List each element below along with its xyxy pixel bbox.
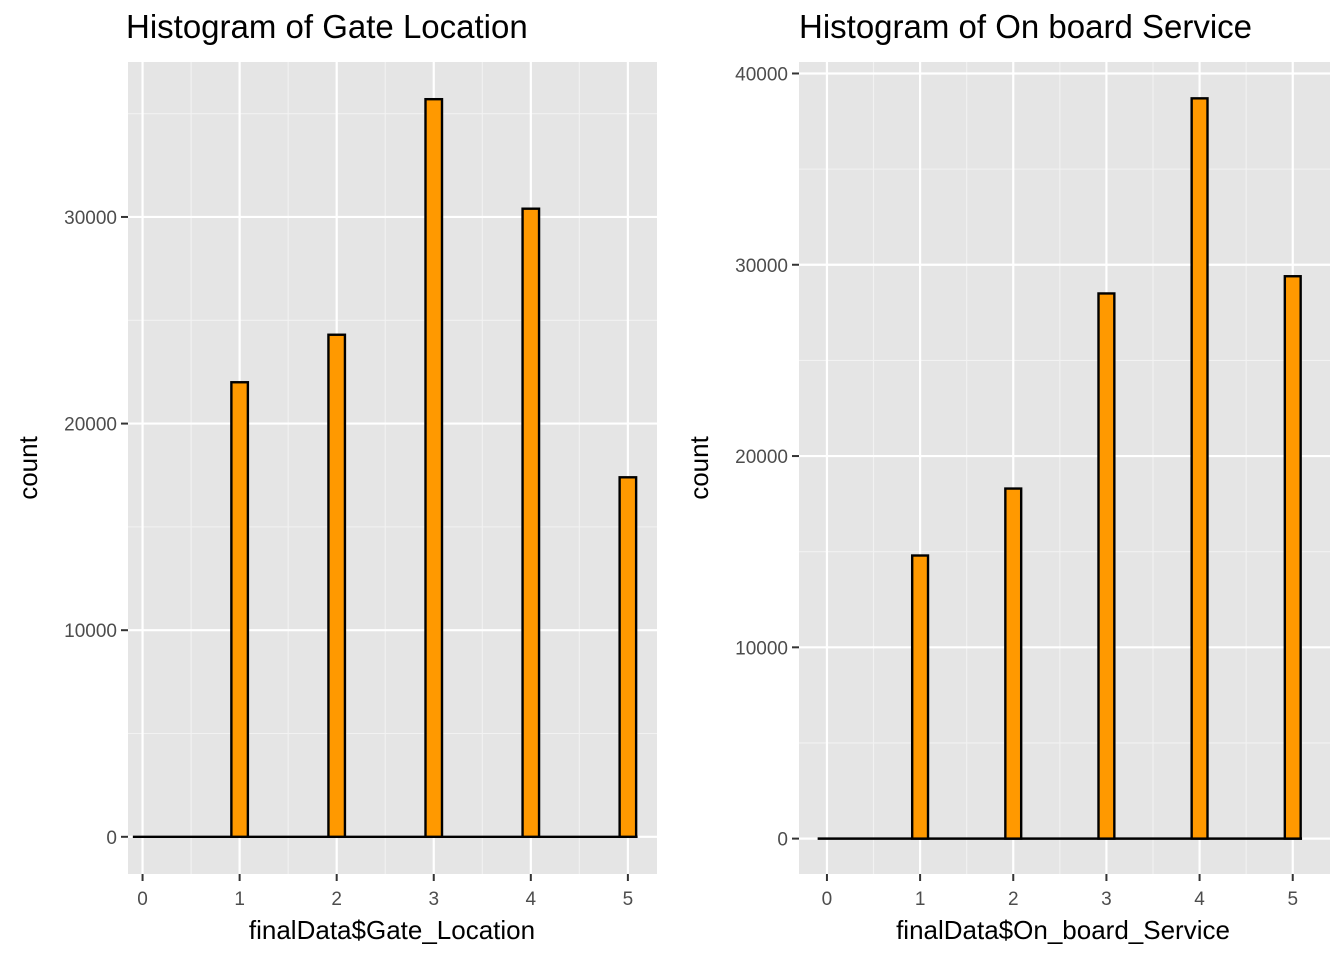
histogram-bar (618, 476, 638, 839)
x-tick-label: 1 (915, 889, 926, 910)
histogram-bar (1004, 487, 1023, 840)
x-tick-label: 3 (428, 889, 439, 910)
histogram-bar (1097, 292, 1116, 840)
y-tick-label: 0 (106, 828, 117, 849)
histogram-bar (1283, 275, 1302, 840)
histogram-bar (1190, 97, 1209, 840)
x-axis-title: finalData$Gate_Location (249, 915, 535, 945)
x-tick-label: 4 (526, 889, 537, 910)
x-tick-label: 5 (1287, 889, 1298, 910)
chart-panel-gate-location: Histogram of Gate Location 0100002000030… (13, 8, 657, 945)
chart-panel-on-board-service: Histogram of On board Service 0 10000 2000… (684, 8, 1330, 945)
x-tick-label: 0 (822, 889, 833, 910)
histogram-bar (327, 333, 347, 839)
histogram-bar (521, 207, 541, 839)
histogram-bar (230, 381, 250, 839)
y-tick-label: 20000 (735, 447, 788, 468)
x-tick-label: 0 (137, 889, 148, 910)
x-axis: 0 1 2 3 4 5 (137, 874, 633, 910)
x-tick-label: 2 (331, 889, 342, 910)
x-axis: 0 1 2 3 4 5 (822, 874, 1298, 910)
y-tick-label: 10000 (64, 621, 117, 642)
plot-panel (799, 62, 1330, 874)
y-axis: 0 10000 20000 30000 (64, 208, 128, 849)
bars (817, 97, 1303, 840)
y-tick-label: 10000 (735, 638, 788, 659)
y-tick-label: 30000 (64, 208, 117, 229)
y-axis-title: count (684, 435, 714, 499)
y-tick-label: 30000 (735, 256, 788, 277)
histogram-bar (910, 554, 930, 840)
y-tick-label: 40000 (735, 64, 788, 85)
x-tick-label: 1 (234, 889, 245, 910)
y-tick-label: 20000 (64, 415, 117, 436)
chart-title: Histogram of On board Service (799, 8, 1252, 45)
y-axis-title: count (13, 435, 43, 499)
chart-title: Histogram of Gate Location (126, 8, 528, 45)
bars (132, 97, 638, 839)
x-tick-label: 4 (1194, 889, 1205, 910)
histogram-bar (424, 97, 444, 839)
y-axis: 0 10000 20000 30000 40000 (735, 64, 799, 851)
x-axis-title: finalData$On_board_Service (896, 915, 1230, 945)
plot-panel (128, 62, 657, 874)
x-tick-label: 2 (1008, 889, 1019, 910)
x-tick-label: 5 (623, 889, 634, 910)
x-tick-label: 3 (1101, 889, 1112, 910)
y-tick-label: 0 (777, 830, 788, 851)
